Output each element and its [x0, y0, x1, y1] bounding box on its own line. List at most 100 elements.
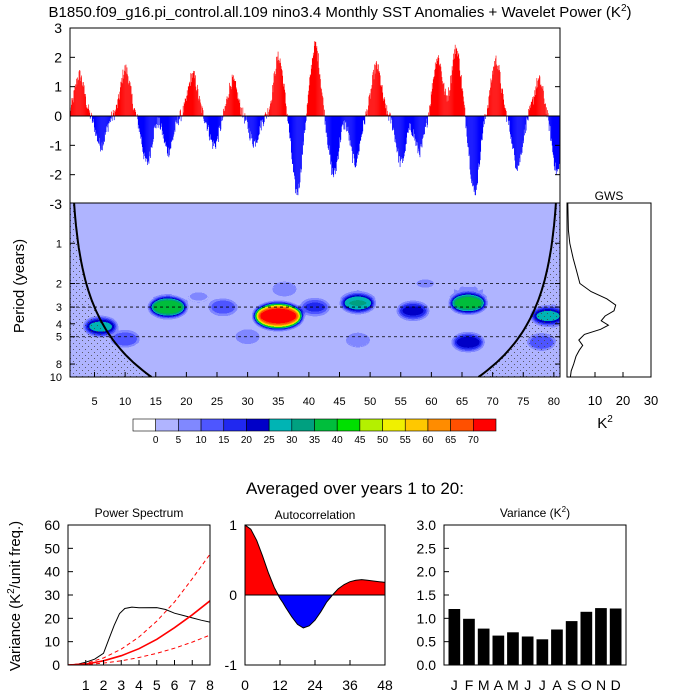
anomaly-bar: [521, 116, 523, 153]
anomaly-bar: [169, 116, 171, 150]
anomaly-bar: [114, 110, 116, 116]
anomaly-bar: [155, 116, 157, 129]
anomaly-bar: [185, 100, 187, 116]
anomaly-bar: [197, 89, 199, 116]
anomaly-bar: [280, 66, 282, 116]
autocorrelation-line: [245, 525, 385, 629]
anomaly-bar: [289, 116, 291, 138]
anomaly-bar: [410, 116, 412, 133]
anomaly-bar: [282, 75, 283, 116]
anomaly-bar: [441, 77, 443, 116]
anomaly-bar: [526, 116, 528, 119]
anomaly-bar: [218, 116, 220, 128]
anomaly-bar: [555, 116, 557, 163]
anomaly-bar: [493, 66, 494, 116]
anomaly-bar: [337, 116, 339, 160]
anomaly-bar: [245, 116, 246, 121]
anomaly-bar: [437, 57, 439, 116]
wavelet-ytick-label: 5: [56, 332, 62, 344]
anomaly-bar: [275, 74, 276, 116]
anomaly-bar: [389, 114, 390, 116]
anomaly-bar: [282, 86, 284, 116]
anomaly-bar: [94, 116, 96, 128]
anomaly-bar: [477, 116, 479, 170]
variance-bar: [580, 611, 593, 665]
anomaly-bar: [353, 116, 355, 159]
anomaly-bar: [395, 116, 397, 144]
anomaly-bar: [261, 116, 263, 121]
anomaly-bar: [279, 60, 280, 116]
anomaly-bar: [345, 116, 346, 123]
anomaly-bar: [399, 116, 401, 168]
variance-bar: [521, 636, 534, 665]
anomaly-bar: [149, 116, 150, 152]
anomaly-bar: [167, 116, 169, 156]
anomaly-bar: [208, 116, 209, 126]
anomaly-bar: [474, 116, 475, 190]
anomaly-bar: [458, 58, 460, 116]
anomaly-bar: [432, 79, 434, 116]
anomaly-bar: [324, 109, 325, 116]
power-spectrum-xtick-label: 5: [153, 677, 161, 693]
anomaly-bar: [407, 116, 409, 133]
anomaly-bar: [85, 93, 86, 116]
anomaly-bar: [273, 82, 274, 116]
anomaly-bar: [529, 104, 531, 116]
anomaly-bar: [213, 116, 215, 144]
anomaly-ytick-label: -2: [50, 167, 63, 183]
anomaly-bar: [313, 41, 315, 116]
anomaly-bar: [131, 93, 133, 116]
anomaly-bar: [373, 79, 375, 116]
anomaly-bar: [427, 116, 428, 125]
anomaly-bar: [277, 51, 279, 116]
anomaly-bar: [305, 116, 307, 121]
anomaly-bar: [160, 116, 162, 127]
anomaly-bar: [286, 114, 288, 116]
colorbar-label: 25: [264, 435, 276, 446]
anomaly-ytick-label: -3: [50, 196, 63, 212]
anomaly-bar: [190, 73, 192, 116]
anomaly-bar: [180, 109, 181, 116]
anomaly-bar: [144, 116, 145, 157]
anomaly-bar: [249, 116, 251, 141]
anomaly-bar: [168, 116, 169, 148]
anomaly-bar: [256, 116, 257, 143]
anomaly-bar: [320, 87, 322, 116]
anomaly-bar: [140, 116, 142, 137]
anomaly-bar: [104, 116, 106, 133]
colorbar-label: 30: [286, 435, 298, 446]
anomaly-bar: [249, 116, 250, 139]
anomaly-bar: [265, 113, 267, 116]
anomaly-bar: [193, 70, 194, 116]
anomaly-bar: [154, 116, 155, 127]
anomaly-bar: [487, 108, 488, 116]
anomaly-bar: [180, 116, 182, 122]
anomaly-bar: [75, 84, 76, 116]
anomaly-bar: [424, 116, 425, 135]
anomaly-bar: [440, 63, 441, 116]
anomaly-bar: [115, 111, 117, 116]
anomaly-bar: [496, 65, 498, 116]
anomaly-bar: [303, 116, 304, 146]
anomaly-bar: [389, 112, 391, 116]
anomaly-bar: [199, 95, 200, 116]
anomaly-bar: [96, 116, 97, 136]
anomaly-bar: [336, 116, 338, 163]
anomaly-bar: [375, 65, 376, 116]
anomaly-bar: [511, 116, 513, 138]
anomaly-bar: [355, 116, 356, 168]
anomaly-bar: [276, 56, 277, 116]
anomaly-bar: [452, 70, 453, 116]
anomaly-bar: [166, 116, 168, 154]
anomaly-bar: [136, 114, 138, 116]
anomaly-bar: [402, 116, 403, 163]
anomaly-bar: [102, 116, 104, 146]
anomaly-bar: [158, 116, 160, 126]
anomaly-bar: [387, 114, 389, 116]
anomaly-bar: [227, 99, 228, 116]
anomaly-bar: [556, 116, 558, 170]
anomaly-bar: [456, 56, 458, 116]
anomaly-bar: [483, 116, 485, 122]
anomaly-bar: [443, 82, 445, 116]
anomaly-bar: [482, 116, 484, 128]
